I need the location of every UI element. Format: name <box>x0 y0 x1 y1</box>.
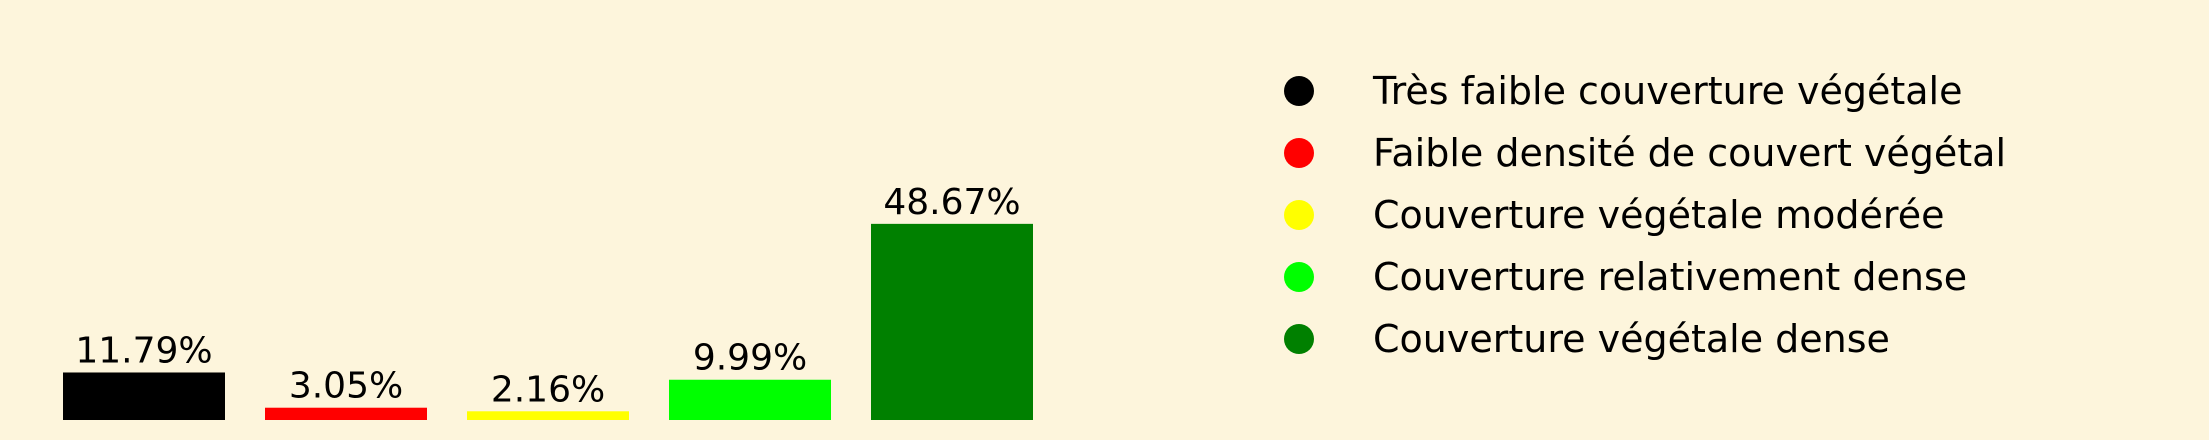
legend-label-1: Très faible couverture végétale <box>1372 69 1962 113</box>
data-labels-group: 11.79% 3.05% 2.16% 9.99% 48.67% <box>75 182 1020 410</box>
bar-1 <box>63 372 225 420</box>
data-label-2: 3.05% <box>289 366 403 407</box>
legend-label-4: Couverture relativement dense <box>1373 255 1967 299</box>
legend-marker-1 <box>1284 76 1314 106</box>
legend-label-3: Couverture végétale modérée <box>1373 193 1944 237</box>
bar-4 <box>669 379 831 420</box>
bar-5 <box>871 223 1033 420</box>
legend-marker-2 <box>1284 138 1314 168</box>
legend-label-5: Couverture végétale dense <box>1373 317 1890 361</box>
legend: Très faible couverture végétale Faible de… <box>1284 69 2006 361</box>
legend-marker-3 <box>1284 200 1314 230</box>
legend-marker-4 <box>1284 262 1314 292</box>
bar-3 <box>467 411 629 420</box>
bar-2 <box>265 407 427 420</box>
legend-label-2: Faible densité de couvert végétal <box>1373 131 2006 175</box>
data-label-3: 2.16% <box>491 369 605 410</box>
data-label-5: 48.67% <box>883 182 1020 223</box>
legend-marker-5 <box>1284 324 1314 354</box>
bars-group <box>63 223 1033 420</box>
data-label-4: 9.99% <box>693 338 807 379</box>
data-label-1: 11.79% <box>75 330 212 371</box>
